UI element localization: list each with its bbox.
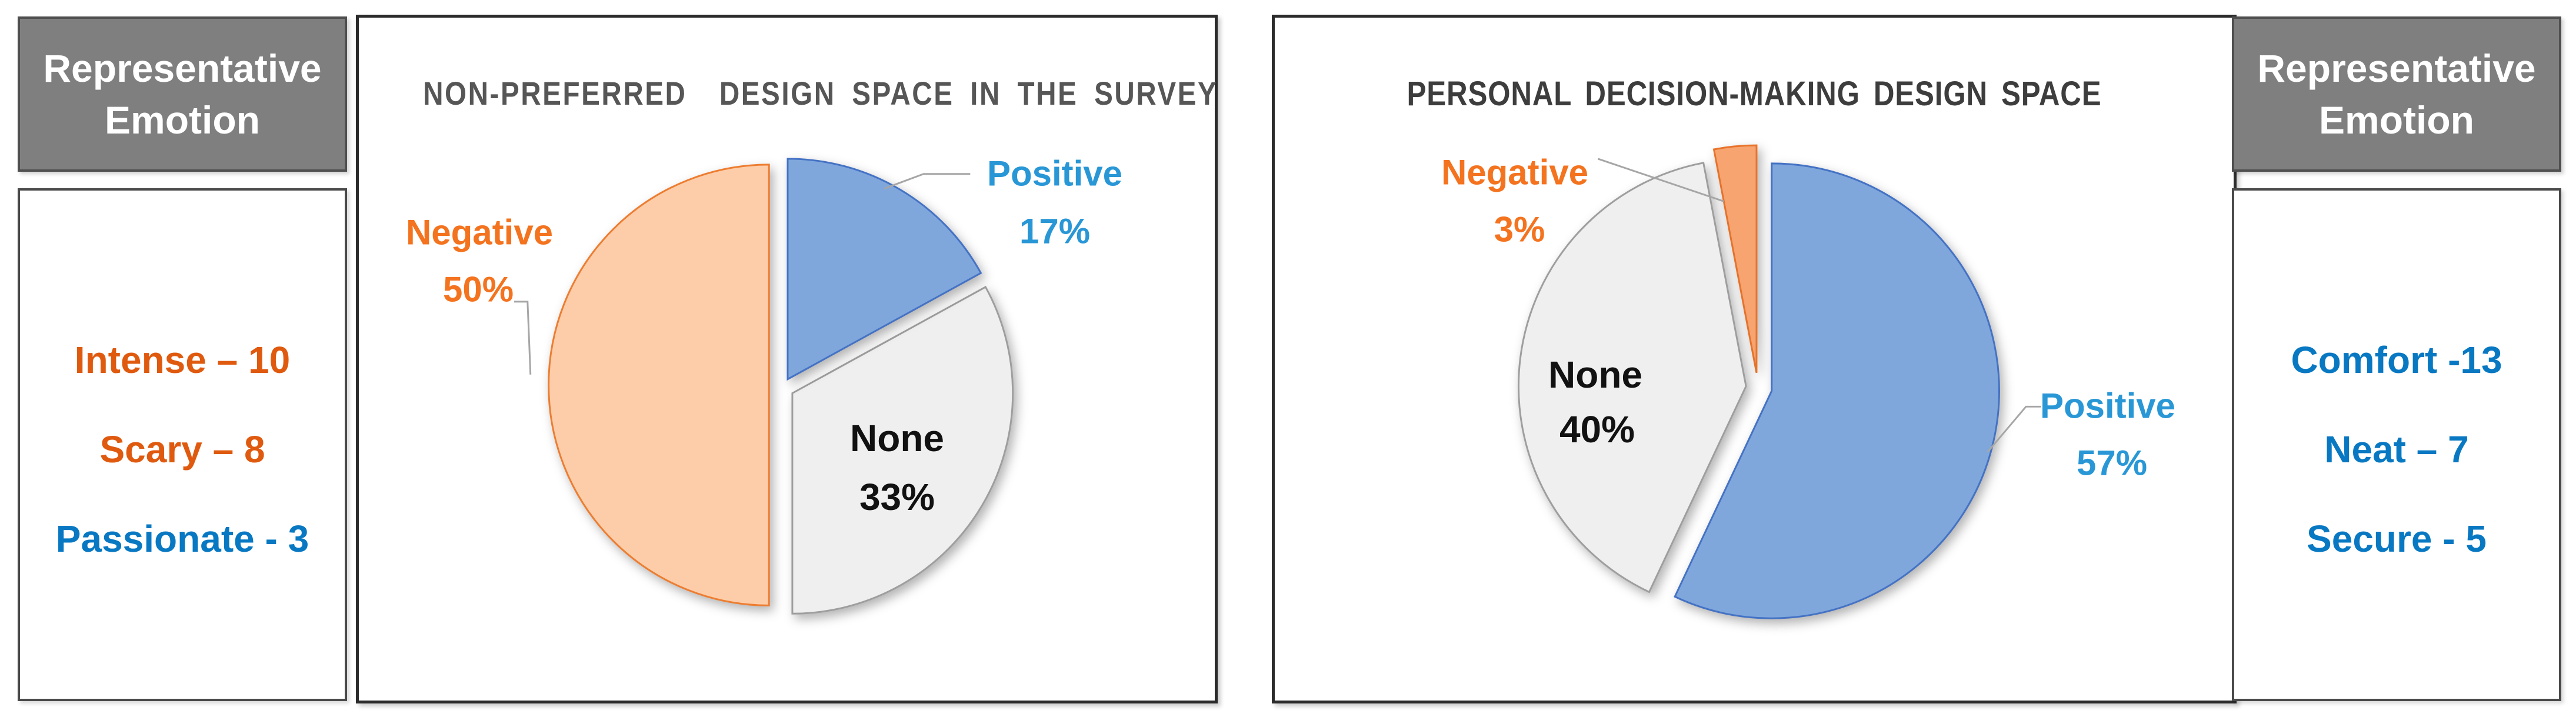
- slice-pct-negative: 50%: [442, 269, 514, 309]
- leader-line-positive: [884, 173, 971, 189]
- emotion-item-secure: Secure - 5: [2307, 518, 2487, 560]
- right-chart-panel: PERSONAL DECISION-MAKING DESIGN SPACE Ne…: [1272, 15, 2237, 703]
- slice-label-positive: Positive: [987, 154, 1123, 194]
- emotion-item-intense: Intense – 10: [74, 339, 291, 381]
- left-pie-chart: [514, 158, 1014, 615]
- left-representative-emotion-header: Representative Emotion: [18, 16, 347, 172]
- slice-pct-none: 33%: [859, 476, 935, 518]
- leader-line-negative: [514, 301, 532, 375]
- right-pie-chart: [1517, 144, 2041, 619]
- emotion-item-comfort: Comfort -13: [2291, 339, 2502, 381]
- pie-slice-negative: [1712, 144, 1758, 373]
- slice-label-none: None: [1548, 354, 1642, 396]
- slice-label-negative: Negative: [1441, 152, 1589, 192]
- leader-line-negative: [1597, 158, 1724, 202]
- emotion-item-scary: Scary – 8: [99, 428, 265, 471]
- emotion-item-neat: Neat – 7: [2324, 428, 2469, 471]
- leader-line-positive: [1987, 405, 2041, 453]
- slice-label-none: None: [850, 417, 944, 459]
- slice-pct-positive: 17%: [1019, 211, 1091, 251]
- slice-label-negative: Negative: [405, 212, 554, 252]
- slice-pct-negative: 3%: [1494, 209, 1545, 249]
- right-emotion-list: Comfort -13 Neat – 7 Secure - 5: [2232, 188, 2561, 701]
- right-representative-emotion-header: Representative Emotion: [2232, 16, 2561, 172]
- right-chart-title: PERSONAL DECISION-MAKING DESIGN SPACE: [1407, 75, 2102, 113]
- left-emotion-list: Intense – 10 Scary – 8 Passionate - 3: [18, 188, 347, 701]
- slice-pct-positive: 57%: [2076, 443, 2148, 483]
- pie-slice-none: [791, 285, 1014, 615]
- pie-slice-negative: [548, 164, 770, 606]
- pie-slice-positive: [787, 158, 982, 381]
- left-chart-panel: NON-PREFERRED DESIGN SPACE IN THE SURVEY…: [356, 15, 1218, 703]
- pie-slice-positive: [1674, 162, 2000, 619]
- slice-pct-none: 40%: [1559, 408, 1635, 451]
- pie-slice-none: [1517, 162, 1747, 593]
- slice-label-positive: Positive: [2040, 386, 2176, 426]
- emotion-item-passionate: Passionate - 3: [55, 518, 309, 560]
